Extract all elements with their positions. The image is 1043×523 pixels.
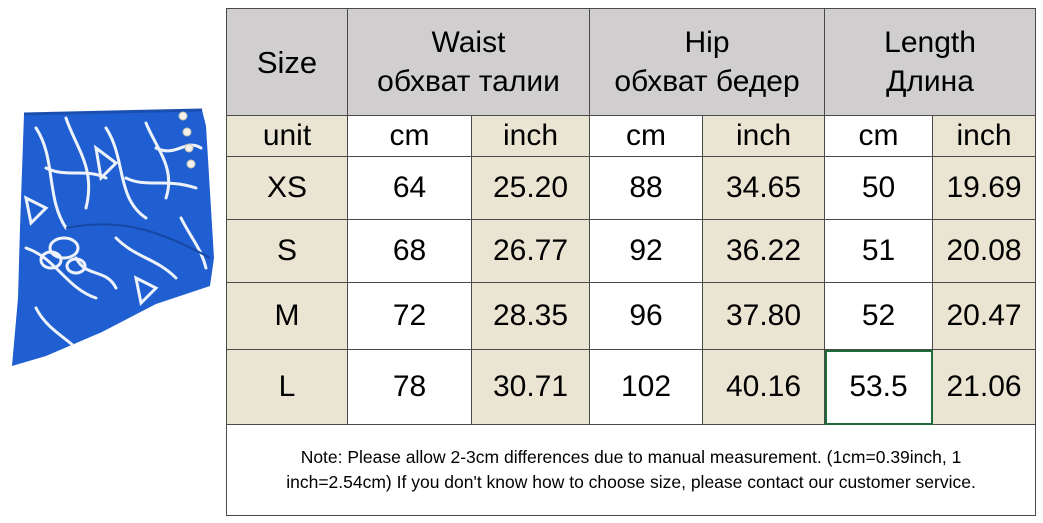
table-row: S 68 26.77 92 36.22 51 20.08 [226, 219, 1037, 283]
table-cell: 19.69 [932, 156, 1037, 220]
table-cell: 68 [347, 219, 472, 283]
size-header: Size [226, 8, 348, 116]
unit-cell: inch [932, 115, 1037, 157]
size-label: XS [226, 156, 348, 220]
length-header-en: Length [884, 26, 976, 59]
length-header: Length Длина [824, 8, 1037, 116]
table-cell: 78 [347, 349, 472, 425]
table-cell: 102 [589, 349, 703, 425]
table-cell: 20.08 [932, 219, 1037, 283]
note-line-2: inch=2.54cm) If you don't know how to ch… [286, 472, 976, 492]
table-cell: 64 [347, 156, 472, 220]
table-cell: 28.35 [471, 282, 590, 350]
table-row: L 78 30.71 102 40.16 53.5 21.06 [226, 349, 1037, 425]
length-header-ru: Длина [886, 65, 974, 98]
selected-cell[interactable]: 53.5 [824, 349, 934, 425]
table-cell: 96 [589, 282, 703, 350]
skirt-buttons [178, 111, 196, 169]
table-cell: 92 [589, 219, 703, 283]
table-cell: 37.80 [701, 282, 826, 350]
table-row: XS 64 25.20 88 34.65 50 19.69 [226, 156, 1037, 220]
size-chart-table: Size Waist обхват талии Hip обхват бедер… [225, 8, 1037, 516]
size-label: S [226, 219, 348, 283]
table-cell: 21.06 [932, 349, 1037, 425]
table-cell: 20.47 [932, 282, 1037, 350]
table-cell: 50 [824, 156, 934, 220]
table-cell: 52 [824, 282, 934, 350]
table-cell: 26.77 [471, 219, 590, 283]
hip-header-ru: обхват бедер [614, 65, 800, 98]
table-cell: 40.16 [701, 349, 826, 425]
unit-row: unit cm inch cm inch cm inch [226, 115, 1037, 157]
size-label: M [226, 282, 348, 350]
note-line-1: Note: Please allow 2-3cm differences due… [300, 447, 962, 467]
table-cell: 34.65 [701, 156, 826, 220]
table-cell: 51 [824, 219, 934, 283]
hip-header: Hip обхват бедер [588, 8, 826, 116]
product-skirt-image [12, 108, 214, 366]
note-cell: Note: Please allow 2-3cm differences due… [225, 424, 1037, 516]
table-row: M 72 28.35 96 37.80 52 20.47 [226, 282, 1037, 350]
unit-cell: inch [701, 115, 826, 157]
unit-cell: inch [471, 115, 590, 157]
waist-header-en: Waist [431, 26, 506, 59]
table-cell: 88 [589, 156, 703, 220]
unit-cell: cm [824, 115, 934, 157]
header-row: Size Waist обхват талии Hip обхват бедер… [226, 8, 1037, 116]
table-cell: 36.22 [701, 219, 826, 283]
unit-cell: cm [589, 115, 703, 157]
waist-header: Waist обхват талии [347, 8, 590, 116]
size-label: L [226, 349, 348, 425]
hip-header-en: Hip [684, 26, 730, 59]
unit-label: unit [226, 115, 348, 157]
unit-cell: cm [347, 115, 472, 157]
table-cell: 25.20 [471, 156, 590, 220]
note-row: Note: Please allow 2-3cm differences due… [225, 424, 1037, 516]
table-cell: 30.71 [471, 349, 590, 425]
table-cell: 72 [347, 282, 472, 350]
waist-header-ru: обхват талии [377, 65, 560, 98]
